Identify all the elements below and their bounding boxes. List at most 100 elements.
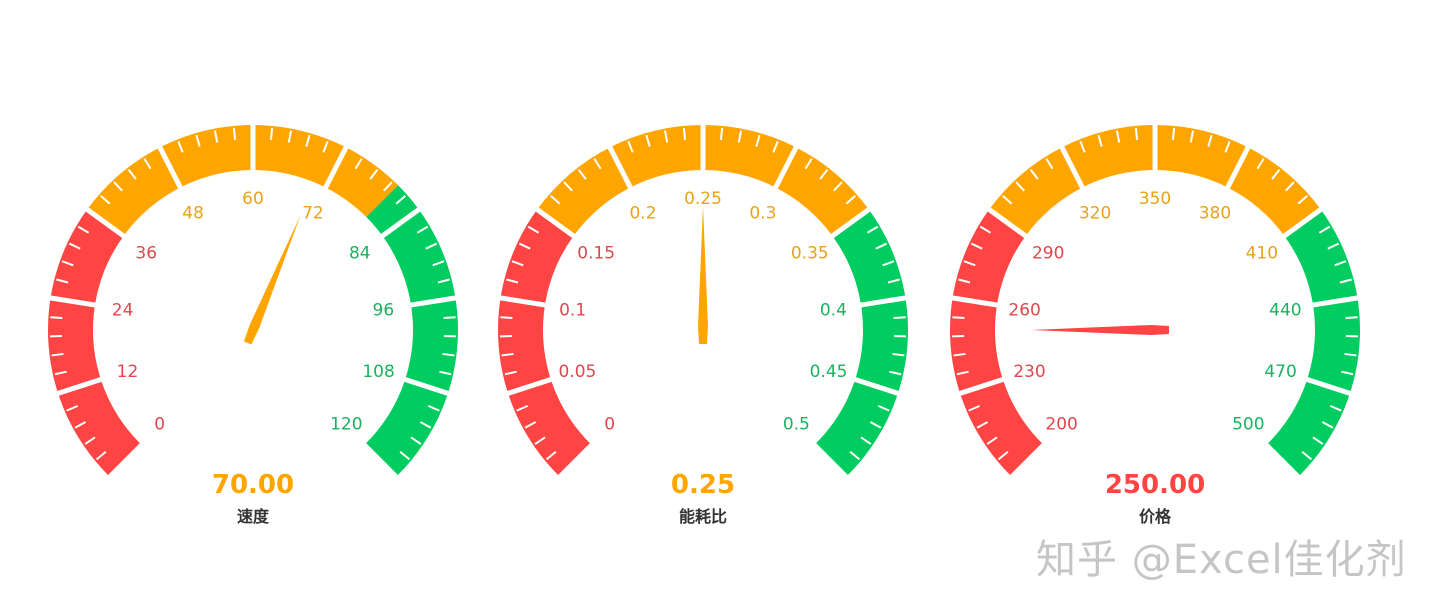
minor-tick — [804, 158, 813, 170]
minor-tick — [986, 436, 998, 445]
tick-label: 0.5 — [783, 414, 810, 434]
minor-tick — [50, 316, 63, 320]
minor-tick — [534, 436, 546, 445]
minor-tick — [1321, 421, 1334, 429]
split-line — [772, 144, 800, 191]
tick-label: 0.3 — [749, 203, 776, 223]
minor-tick — [54, 370, 67, 376]
tick-label: 410 — [1246, 243, 1278, 263]
minor-tick — [893, 316, 906, 320]
minor-tick — [195, 134, 201, 147]
split-line — [950, 295, 1000, 308]
watermark: 知乎 @Excel佳化剂 — [1036, 537, 1407, 583]
split-line — [1058, 144, 1086, 191]
minor-tick — [889, 370, 902, 376]
minor-tick — [875, 242, 888, 250]
minor-tick — [1115, 130, 1121, 143]
minor-tick — [819, 168, 829, 180]
gauge-band — [989, 124, 1321, 236]
minor-tick — [432, 260, 445, 267]
minor-tick — [869, 421, 882, 429]
split-line — [48, 295, 98, 308]
gauge-band — [497, 209, 590, 475]
split-line — [606, 144, 634, 191]
minor-tick — [953, 352, 966, 357]
minor-tick — [887, 278, 900, 284]
minor-tick — [51, 352, 64, 357]
minor-tick — [963, 260, 976, 267]
minor-tick — [1271, 168, 1281, 180]
minor-tick — [860, 436, 872, 445]
minor-tick — [518, 242, 531, 250]
minor-tick — [892, 352, 905, 357]
minor-tick — [956, 370, 969, 376]
minor-tick — [845, 195, 856, 205]
minor-tick — [1224, 140, 1231, 153]
split-line — [322, 144, 350, 191]
split-line — [1224, 144, 1252, 191]
split-line — [498, 295, 548, 308]
minor-tick — [511, 260, 524, 267]
minor-tick — [997, 450, 1009, 461]
minor-tick — [877, 404, 890, 412]
tick-label: 12 — [117, 362, 139, 382]
minor-tick — [545, 450, 557, 461]
minor-tick — [427, 404, 440, 412]
minor-tick — [550, 195, 561, 205]
tick-label: 48 — [182, 203, 204, 223]
minor-tick — [833, 181, 843, 192]
gauge-title: 价格 — [1139, 507, 1172, 526]
minor-tick — [501, 352, 514, 357]
tick-label: 60 — [242, 189, 264, 209]
tick-label: 108 — [362, 362, 394, 382]
tick-label: 350 — [1139, 189, 1171, 209]
minor-tick — [399, 450, 411, 461]
tick-label: 380 — [1199, 203, 1231, 223]
minor-tick — [506, 278, 519, 284]
tick-label: 0.45 — [810, 362, 848, 382]
minor-tick — [143, 158, 152, 170]
gauge-title: 速度 — [237, 507, 270, 526]
split-line — [986, 206, 1029, 240]
gauge-title: 能耗比 — [679, 507, 727, 526]
minor-tick — [563, 181, 573, 192]
tick-label: 500 — [1232, 414, 1264, 434]
gauge-3: 200 230 260 290 320 350 380 410 440 470 500 250.00 价… — [950, 123, 1360, 526]
gauge-value: 70.00 — [212, 470, 294, 500]
split-line — [505, 376, 554, 397]
tick-label: 0.35 — [791, 243, 829, 263]
gauge-value: 250.00 — [1105, 470, 1205, 500]
split-line — [534, 206, 577, 240]
minor-tick — [419, 421, 432, 429]
tick-label: 200 — [1045, 414, 1077, 434]
tick-label: 470 — [1264, 362, 1296, 382]
minor-tick — [882, 260, 895, 267]
gauge-2: 0 0.05 0.1 0.15 0.2 0.25 0.3 0.35 0.4 0.45 0.5 0.25… — [497, 123, 909, 526]
minor-tick — [127, 168, 137, 180]
tick-label: 96 — [373, 300, 395, 320]
tick-label: 0.2 — [630, 203, 657, 223]
minor-tick — [84, 436, 96, 445]
minor-tick — [56, 278, 69, 284]
minor-tick — [354, 158, 363, 170]
minor-tick — [1345, 316, 1358, 320]
tick-label: 36 — [135, 243, 157, 263]
tick-label: 0.15 — [577, 243, 615, 263]
gauge-1: 0 12 24 36 48 60 72 84 96 108 120 70.00 速度 — [48, 123, 458, 526]
minor-tick — [645, 134, 651, 147]
tick-label: 440 — [1269, 300, 1301, 320]
minor-tick — [443, 316, 456, 320]
gauge-band — [1268, 209, 1360, 475]
minor-tick — [577, 168, 587, 180]
gauge-band — [816, 209, 909, 475]
minor-tick — [1339, 278, 1352, 284]
tick-label: 320 — [1079, 203, 1111, 223]
minor-tick — [504, 370, 517, 376]
split-line — [55, 376, 104, 397]
minor-tick — [627, 140, 634, 153]
tick-label: 84 — [349, 243, 371, 263]
minor-tick — [1002, 195, 1013, 205]
minor-tick — [369, 168, 379, 180]
tick-label: 24 — [112, 300, 134, 320]
minor-tick — [100, 195, 111, 205]
